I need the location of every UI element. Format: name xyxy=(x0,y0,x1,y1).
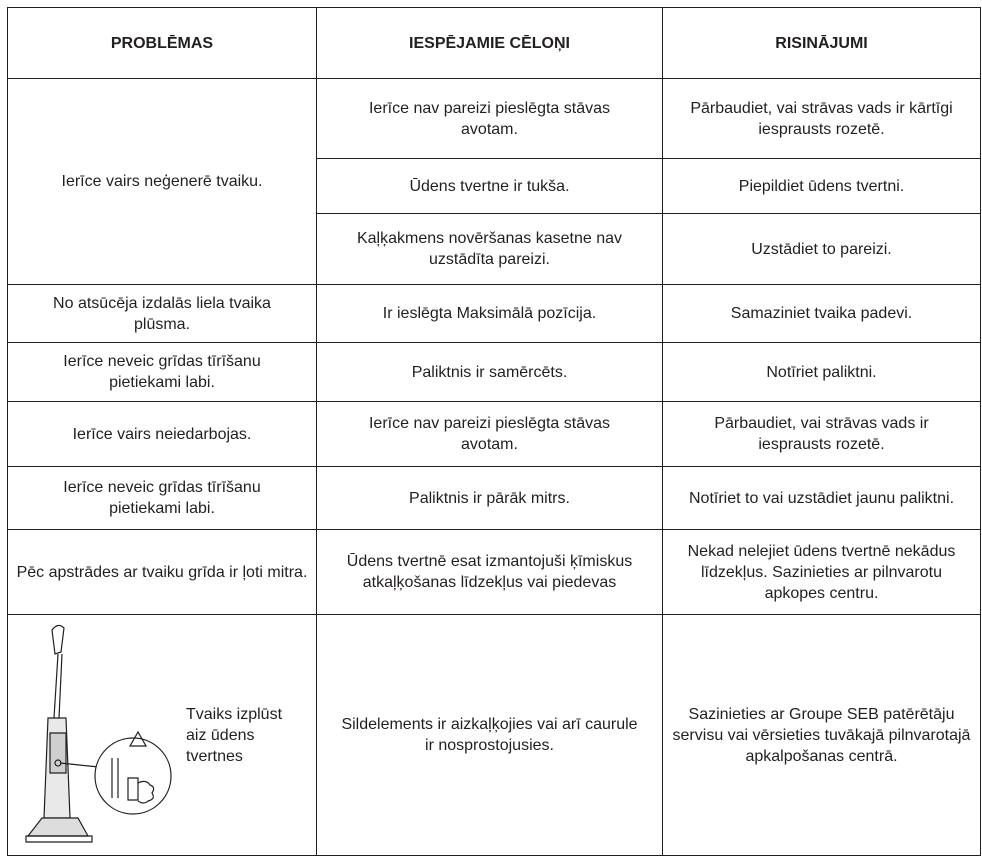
cause: Ir ieslēgta Maksimālā pozīcija. xyxy=(316,284,663,343)
problem: Ierīce neveic grīdas tīrīšanu pietiekami… xyxy=(7,466,317,530)
header-cell: IESPĒJAMIE CĒLOŅI xyxy=(316,7,663,79)
cause: Ierīce nav pareizi pieslēgta stāvas avot… xyxy=(316,78,663,159)
problem: Ierīce neveic grīdas tīrīšanu pietiekami… xyxy=(7,342,317,402)
cause: Sildelements ir aizkaļķojies vai arī cau… xyxy=(316,614,663,856)
solution: Pārbaudiet, vai strāvas vads ir kārtīgi … xyxy=(662,78,981,159)
problem: No atsūcēja izdalās liela tvaika plūsma. xyxy=(7,284,317,343)
row: Tvaiks izplūst aiz ūdens tvertnes Sildel… xyxy=(7,614,981,856)
row: No atsūcēja izdalās liela tvaika plūsma.… xyxy=(7,284,981,343)
problem-wrap: Tvaiks izplūst aiz ūdens tvertnes xyxy=(8,618,316,853)
solution: Samaziniet tvaika padevi. xyxy=(662,284,981,343)
problem-cell: Tvaiks izplūst aiz ūdens tvertnes xyxy=(7,614,317,856)
solution: Pārbaudiet, vai strāvas vads ir iespraus… xyxy=(662,401,981,467)
cause: Ierīce nav pareizi pieslēgta stāvas avot… xyxy=(316,401,663,467)
header-row: PROBLĒMAS IESPĒJAMIE CĒLOŅI RISINĀJUMI xyxy=(7,7,981,79)
solution: Sazinieties ar Groupe SEB patērētāju ser… xyxy=(662,614,981,856)
cause: Paliktnis ir samērcēts. xyxy=(316,342,663,402)
cause: Kaļķakmens novēršanas kasetne nav uzstād… xyxy=(316,213,663,285)
problem: Tvaiks izplūst aiz ūdens tvertnes xyxy=(186,705,283,765)
troubleshooting-table: PROBLĒMAS IESPĒJAMIE CĒLOŅI RISINĀJUMI I… xyxy=(7,7,981,856)
header-cell: RISINĀJUMI xyxy=(662,7,981,79)
cause: Ūdens tvertnē esat izmantojuši ķīmiskus … xyxy=(316,529,663,615)
row: Kaļķakmens novēršanas kasetne nav uzstād… xyxy=(8,213,981,285)
header-cell: PROBLĒMAS xyxy=(7,7,317,79)
problem: Pēc apstrādes ar tvaiku grīda ir ļoti mi… xyxy=(7,529,317,615)
solution: Uzstādiet to pareizi. xyxy=(662,213,981,285)
solution: Notīriet to vai uzstādiet jaunu paliktni… xyxy=(662,466,981,530)
solution: Notīriet paliktni. xyxy=(662,342,981,402)
cause: Paliktnis ir pārāk mitrs. xyxy=(316,466,663,530)
problem: Ierīce vairs neiedarbojas. xyxy=(7,401,317,467)
row: Ierīce vairs neiedarbojas. Ierīce nav pa… xyxy=(7,401,981,467)
steam-mop-illustration xyxy=(25,624,172,843)
row: Ierīce neveic grīdas tīrīšanu pietiekami… xyxy=(7,342,981,402)
row: Pēc apstrādes ar tvaiku grīda ir ļoti mi… xyxy=(7,529,981,615)
solution: Piepildiet ūdens tvertni. xyxy=(662,158,981,214)
cause: Ūdens tvertne ir tukša. xyxy=(316,158,663,214)
solution: Nekad nelejiet ūdens tvertnē nekādus līd… xyxy=(662,529,981,615)
row: Ierīce neveic grīdas tīrīšanu pietiekami… xyxy=(7,466,981,530)
row: Ierīce vairs neģenerē tvaiku. Ierīce nav… xyxy=(7,78,981,285)
problem: Ierīce vairs neģenerē tvaiku. xyxy=(7,78,317,285)
row: Ūdens tvertne ir tukša. Piepildiet ūdens… xyxy=(8,158,981,214)
